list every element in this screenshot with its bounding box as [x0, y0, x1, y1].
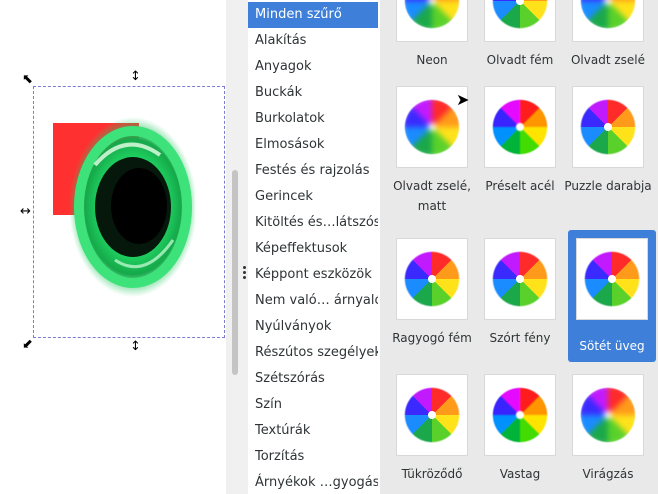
- filter-preview-icon: [484, 86, 556, 168]
- category-item[interactable]: Festés és rajzolás: [255, 163, 370, 178]
- filter-preview-icon: [396, 86, 468, 168]
- filter-label: Olvadt fém: [486, 53, 554, 67]
- filter-tile[interactable]: Vastag: [476, 374, 564, 494]
- selection-bbox: [33, 86, 225, 338]
- filter-tile[interactable]: Olvadt zselé, matt: [388, 86, 476, 216]
- filter-tile[interactable]: Puzzle darabja: [564, 86, 652, 216]
- category-item[interactable]: Szín: [255, 397, 282, 412]
- filter-preview-icon: [484, 374, 556, 456]
- filter-tile[interactable]: Ragyogó fém: [388, 238, 476, 368]
- category-item[interactable]: Szétszórás: [255, 371, 325, 386]
- category-item[interactable]: Burkolatok: [255, 111, 325, 126]
- panel-splitter[interactable]: [226, 0, 248, 494]
- category-item[interactable]: Árnyékok …gyogások: [255, 475, 378, 490]
- scale-handle-top-icon[interactable]: ↕: [130, 69, 141, 84]
- filter-tile[interactable]: Préselt acél: [476, 86, 564, 216]
- filter-label: Olvadt zselé: [570, 53, 646, 67]
- category-item[interactable]: Elmosások: [255, 137, 325, 152]
- category-item[interactable]: Nyúlványok: [255, 319, 332, 334]
- filter-tile[interactable]: Neon: [388, 0, 476, 90]
- filter-category-list: Minden szűrő Alakítás Anyagok Buckák Bur…: [248, 0, 378, 494]
- category-item[interactable]: Anyagok: [255, 59, 312, 74]
- category-item[interactable]: Kitöltés és…látszóság: [255, 215, 378, 230]
- filter-label: Szórt fény: [489, 331, 551, 345]
- rotate-handle-bottom-left-icon[interactable]: ⬋: [22, 337, 33, 352]
- filter-preview-icon: [572, 0, 644, 42]
- category-item[interactable]: Részútos szegélyek: [255, 345, 378, 360]
- filter-preview-grid: Neon Olvadt fém Olvadt zselé Olvadt zsel…: [380, 0, 658, 494]
- filter-preview-icon: [484, 0, 556, 42]
- category-item[interactable]: Torzítás: [255, 449, 305, 464]
- green-ring-object[interactable]: [55, 110, 195, 300]
- filter-tile[interactable]: Tükröződő: [388, 374, 476, 494]
- category-item[interactable]: Nem való… árnyalók: [255, 293, 378, 308]
- drawing-canvas[interactable]: ⬉ ↕ ↔ ⬋ ↕: [0, 0, 226, 494]
- filter-label: Olvadt zselé, matt: [393, 179, 471, 213]
- filter-label: Vastag: [499, 467, 541, 481]
- filter-preview-icon: [572, 374, 644, 456]
- rotate-handle-top-left-icon[interactable]: ⬉: [22, 72, 33, 87]
- filter-label: Puzzle darabja: [564, 179, 652, 193]
- filter-preview-icon: [396, 238, 468, 320]
- mouse-pointer-icon: ➤: [456, 90, 470, 109]
- category-item[interactable]: Képeffektusok: [255, 241, 348, 256]
- filter-preview-icon: [396, 374, 468, 456]
- scale-handle-bottom-icon[interactable]: ↕: [130, 339, 141, 354]
- filter-label: Préselt acél: [485, 179, 555, 193]
- filter-tile[interactable]: Virágzás: [564, 374, 652, 494]
- filter-tile[interactable]: Olvadt fém: [476, 0, 564, 90]
- filter-label: Virágzás: [582, 467, 634, 481]
- category-item[interactable]: Buckák: [255, 85, 303, 100]
- category-item[interactable]: Képpont eszközök: [255, 267, 372, 282]
- filter-preview-icon: [484, 238, 556, 320]
- filter-preview-icon: [572, 86, 644, 168]
- filter-preview-icon: [396, 0, 468, 42]
- filter-preview-icon: [576, 238, 648, 320]
- filter-tile[interactable]: Szórt fény: [476, 238, 564, 368]
- category-item[interactable]: Minden szűrő: [248, 2, 378, 28]
- category-item[interactable]: Gerincek: [255, 189, 313, 204]
- filter-tile[interactable]: Olvadt zselé: [564, 0, 652, 90]
- filter-tile-selected[interactable]: Sötét üveg: [568, 230, 656, 362]
- filter-label: Tükröződő: [401, 467, 463, 481]
- filter-label: Ragyogó fém: [392, 331, 472, 345]
- filter-label: Sötét üveg: [579, 339, 645, 353]
- drag-grip-icon[interactable]: [243, 266, 246, 280]
- scale-handle-left-icon[interactable]: ↔: [20, 204, 31, 219]
- category-item[interactable]: Textúrák: [255, 423, 311, 438]
- filter-label: Neon: [416, 53, 448, 67]
- category-item[interactable]: Alakítás: [255, 33, 307, 48]
- splitter-scrollbar[interactable]: [232, 170, 238, 375]
